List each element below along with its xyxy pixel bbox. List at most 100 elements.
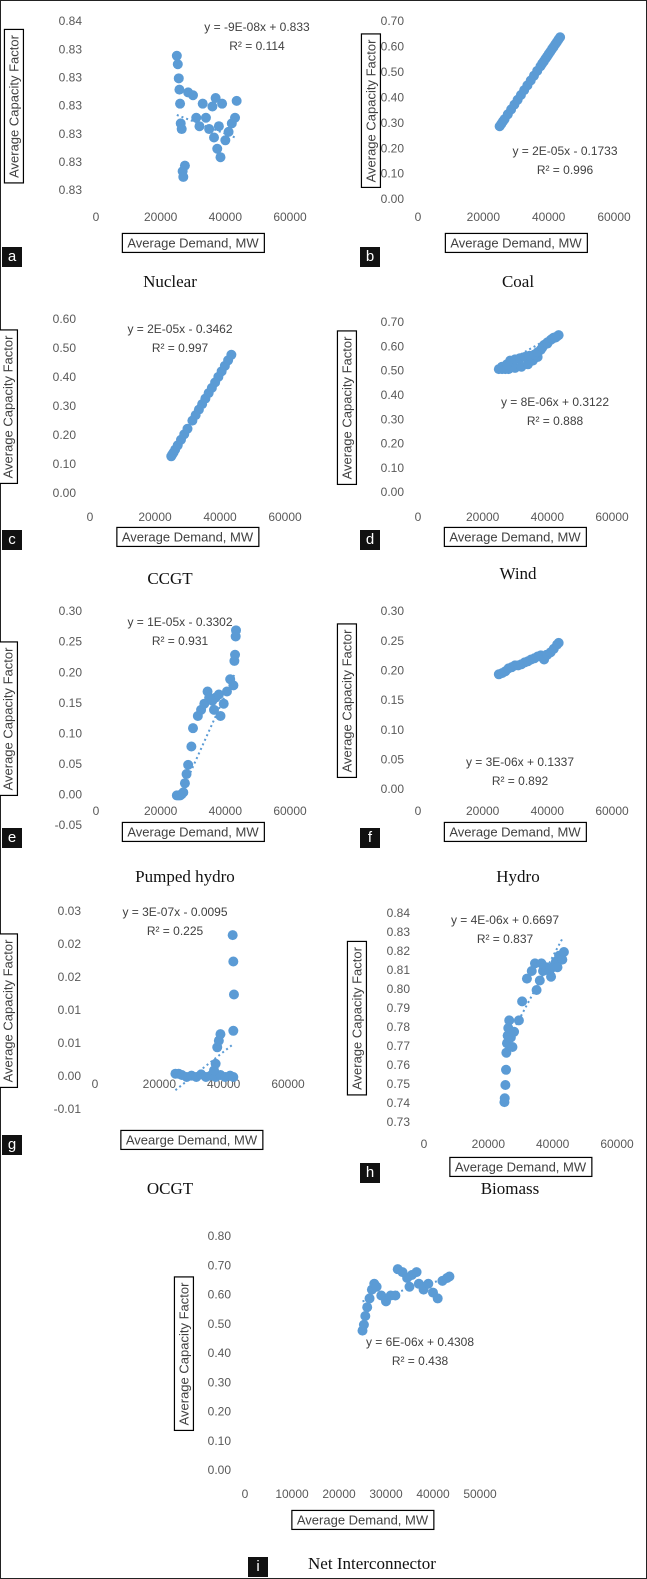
y-tick-label: 0.00	[381, 782, 405, 796]
point	[517, 996, 528, 1007]
point	[173, 73, 184, 84]
caption: Net Interconnector	[308, 1554, 436, 1573]
x-axis-title: Avearge Demand, MW	[126, 1132, 258, 1147]
x-tick-label: 0	[242, 1487, 249, 1501]
y-tick-label: 0.10	[381, 167, 405, 181]
point	[212, 143, 223, 154]
panel-badge	[2, 247, 22, 267]
x-tick-label: 20000	[144, 210, 178, 224]
chart: 0.00 0.10 0.20 0.30 0.40 0.50 0.60 0.70 0 20000 40…	[381, 14, 631, 224]
point	[411, 1267, 422, 1278]
y-tick-label: 0.00	[381, 192, 405, 206]
y-axis-title: Average Capacity Factor	[339, 629, 354, 772]
y-tick-label: 0.30	[59, 604, 83, 618]
y-tick-label: 0.05	[59, 757, 83, 771]
y-tick-label: 0.20	[208, 1405, 232, 1419]
panel-badge	[248, 1557, 268, 1577]
y-tick-label: 0.84	[387, 906, 411, 920]
point	[432, 1293, 443, 1304]
label-box	[360, 33, 382, 189]
equation: R² = 0.225	[147, 924, 204, 938]
x-tick-label: 40000	[209, 804, 243, 818]
y-tick-label: 0.50	[208, 1317, 232, 1331]
point	[230, 649, 241, 660]
label-box	[173, 1276, 195, 1432]
y-tick-label: 0.76	[387, 1058, 411, 1072]
point	[500, 1080, 511, 1090]
equation: y = 1E-05x - 0.3302	[127, 615, 232, 629]
y-tick-label: 0.70	[381, 315, 405, 329]
label-box	[3, 28, 25, 184]
point	[227, 930, 238, 941]
label-box	[443, 821, 587, 843]
panel-letter: e	[8, 829, 16, 846]
y-tick-label: 0.60	[53, 312, 77, 326]
equation: y = 2E-05x - 0.1733	[512, 144, 617, 158]
point	[360, 1310, 371, 1321]
point	[230, 112, 241, 123]
panel-badge	[2, 828, 22, 848]
point	[552, 962, 563, 973]
x-tick-label: 30000	[369, 1487, 403, 1501]
x-tick-label: 40000	[203, 510, 237, 524]
y-tick-label: 0.10	[381, 461, 405, 475]
x-axis-title: Average Demand, MW	[455, 1159, 587, 1174]
equation: y = 4E-06x + 0.6697	[451, 913, 559, 927]
point	[228, 1025, 239, 1036]
point	[183, 759, 194, 770]
x-tick-label: 60000	[600, 1137, 634, 1151]
x-axis-title: Average Demand, MW	[127, 235, 259, 250]
y-axis-title: Average Capacity Factor	[6, 34, 21, 177]
y-tick-label: 0.00	[59, 788, 83, 802]
y-tick-label: 0.03	[58, 904, 82, 918]
y-axis-title: Average Capacity Factor	[0, 647, 15, 790]
x-tick-label: 60000	[595, 510, 629, 524]
equation: y = 3E-07x - 0.0095	[122, 905, 227, 919]
point	[362, 1302, 373, 1313]
equation: y = 2E-05x - 0.3462	[127, 322, 232, 336]
y-tick-label: 0.50	[53, 341, 77, 355]
point	[178, 171, 189, 182]
x-axis-title: Average Demand, MW	[449, 824, 581, 839]
chart: 0.00 0.10 0.20 0.30 0.40 0.50 0.60 0.70 0 20000 40…	[381, 315, 629, 524]
point	[226, 349, 237, 360]
y-tick-label: 0.01	[58, 1036, 82, 1050]
point	[444, 1271, 455, 1282]
label-box	[346, 940, 368, 1096]
point	[188, 723, 198, 734]
panel-badge	[360, 828, 380, 848]
equation: R² = 0.114	[229, 39, 285, 53]
point	[228, 989, 239, 1000]
point	[371, 1281, 382, 1292]
y-tick-label: 0.30	[208, 1375, 232, 1389]
y-tick-label: 0.60	[208, 1288, 232, 1302]
trendline	[174, 1043, 234, 1091]
point	[188, 90, 198, 101]
point	[499, 1093, 510, 1104]
x-axis-title: Average Demand, MW	[297, 1512, 429, 1527]
point	[228, 680, 239, 691]
point	[221, 686, 232, 697]
y-tick-label: 0.80	[387, 982, 411, 996]
y-tick-label: -0.01	[54, 1102, 82, 1116]
y-tick-label: 0.20	[53, 428, 77, 442]
label-box	[121, 232, 265, 254]
y-axis-title: Average Capacity Factor	[363, 39, 378, 182]
label-box	[0, 329, 19, 485]
y-tick-label: 0.75	[387, 1077, 411, 1091]
chart: 0.73 0.74 0.75 0.76 0.77 0.78 0.79 0.80 0.81 0.82…	[387, 906, 634, 1151]
y-tick-label: 0.30	[381, 604, 405, 618]
y-axis-title: Average Capacity Factor	[339, 336, 354, 479]
point	[228, 1072, 239, 1082]
point	[210, 1058, 221, 1069]
point	[171, 50, 182, 61]
point	[172, 59, 183, 70]
y-tick-label: 0.83	[59, 183, 83, 197]
y-tick-label: 0.83	[59, 127, 83, 141]
caption: Nuclear	[143, 272, 197, 291]
point	[209, 132, 220, 143]
y-tick-label: 0.80	[208, 1229, 232, 1243]
y-tick-label: 0.10	[208, 1434, 232, 1448]
y-axis-title: Average Capacity Factor	[349, 946, 364, 1089]
